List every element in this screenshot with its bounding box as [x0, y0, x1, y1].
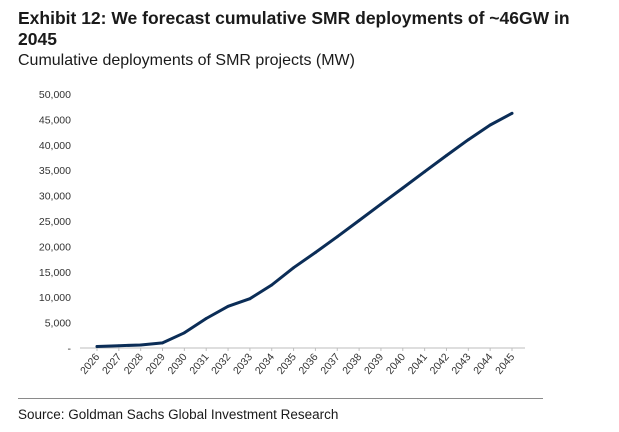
- data-point: [423, 170, 427, 174]
- x-tick-label: 2041: [406, 351, 430, 377]
- y-axis: - 5,000 10,000 15,000 20,000 25,000 30,000 35,0…: [39, 89, 72, 355]
- y-tick-label: 20,000: [39, 241, 71, 253]
- x-tick-label: 2042: [428, 351, 452, 377]
- y-tick-label: -: [68, 343, 72, 355]
- data-point: [466, 138, 470, 142]
- chart-subtitle: Cumulative deployments of SMR projects (…: [18, 52, 355, 69]
- x-tick-label: 2032: [209, 351, 233, 377]
- data-point: [292, 266, 295, 270]
- x-tick-label: 2043: [449, 351, 473, 377]
- data-point: [401, 186, 405, 190]
- data-point: [445, 154, 448, 157]
- data-point: [379, 202, 383, 206]
- y-tick-label: 35,000: [39, 165, 71, 177]
- x-tick-label: 2045: [493, 351, 517, 377]
- y-tick-label: 10,000: [39, 292, 71, 304]
- data-point: [357, 219, 361, 222]
- x-tick-label: 2035: [275, 351, 299, 377]
- data-point: [335, 235, 339, 239]
- x-tick-label: 2039: [362, 351, 386, 377]
- data-point: [182, 331, 186, 335]
- x-tick-label: 2044: [471, 351, 495, 377]
- series-line: [95, 111, 514, 348]
- x-tick-label: 2029: [144, 351, 168, 377]
- y-tick-label: 45,000: [39, 114, 71, 126]
- y-tick-label: 30,000: [39, 191, 71, 203]
- x-tick-label: 2033: [231, 351, 255, 377]
- x-tick-label: 2038: [340, 351, 364, 377]
- data-point: [95, 345, 99, 348]
- data-point: [248, 297, 252, 301]
- data-point: [510, 111, 514, 115]
- source-note: Source: Goldman Sachs Global Investment …: [18, 407, 339, 422]
- data-point: [161, 341, 164, 345]
- y-tick-label: 15,000: [39, 267, 71, 279]
- x-tick-label: 2028: [122, 351, 146, 377]
- x-tick-label: 2040: [384, 351, 408, 377]
- line-chart: - 5,000 10,000 15,000 20,000 25,000 30,000 35,0…: [39, 89, 525, 377]
- footer-divider: [18, 398, 543, 399]
- data-point: [488, 123, 492, 127]
- data-point: [204, 317, 208, 320]
- x-tick-label: 2036: [297, 351, 321, 377]
- y-tick-label: 25,000: [39, 216, 71, 228]
- y-tick-label: 50,000: [39, 89, 71, 101]
- x-axis: 2026202720282029203020312032203320342035…: [78, 348, 517, 377]
- data-points: [95, 111, 514, 348]
- data-point: [226, 304, 230, 308]
- x-tick-label: 2026: [78, 351, 102, 377]
- y-tick-label: 5,000: [45, 318, 71, 330]
- x-tick-label: 2027: [100, 351, 124, 377]
- data-point: [139, 343, 143, 347]
- x-tick-label: 2031: [187, 351, 211, 377]
- data-point: [270, 283, 274, 287]
- x-tick-label: 2030: [165, 351, 189, 377]
- data-point: [117, 344, 121, 348]
- y-tick-label: 40,000: [39, 140, 71, 152]
- data-point: [314, 251, 317, 254]
- x-tick-label: 2037: [318, 351, 342, 377]
- chart-title: Exhibit 12: We forecast cumulative SMR d…: [18, 8, 570, 49]
- x-tick-label: 2034: [253, 351, 277, 377]
